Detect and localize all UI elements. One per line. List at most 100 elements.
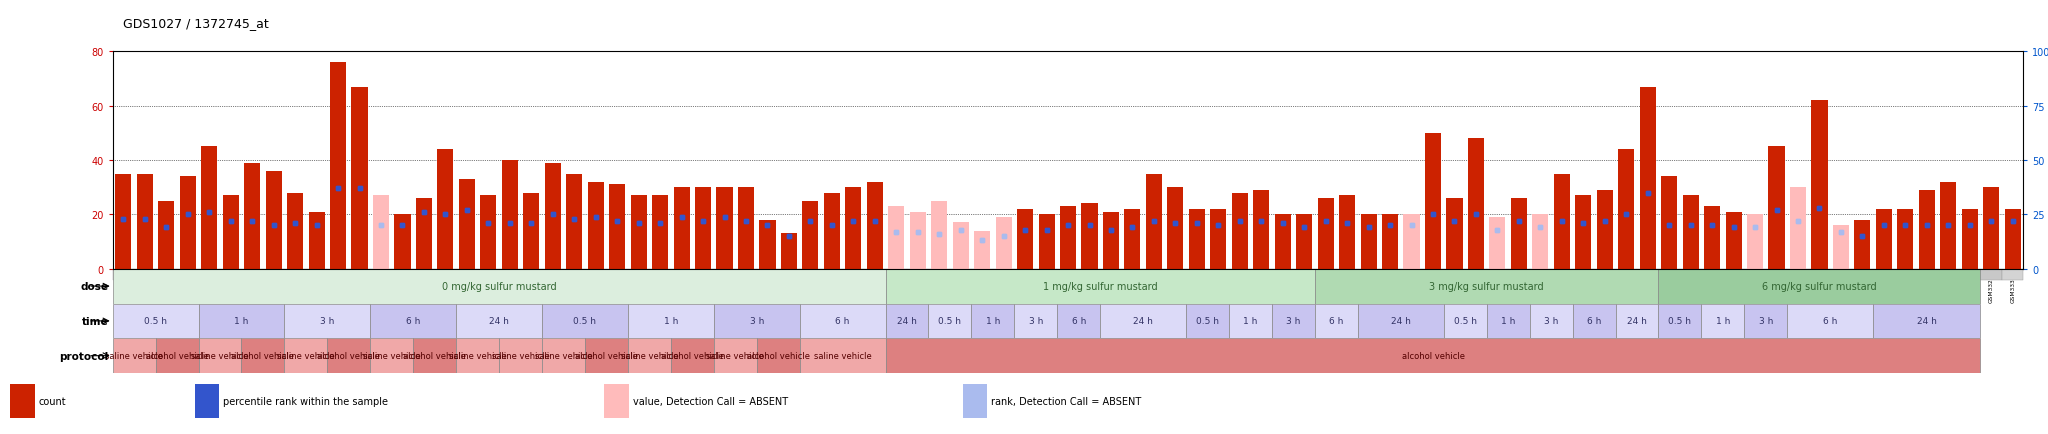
- Text: 6 h: 6 h: [1587, 317, 1602, 326]
- Bar: [543, 339, 586, 373]
- Text: 3 mg/kg sulfur mustard: 3 mg/kg sulfur mustard: [1430, 282, 1544, 291]
- Text: 0.5 h: 0.5 h: [1196, 317, 1219, 326]
- Text: 0.5 h: 0.5 h: [143, 317, 168, 326]
- Bar: [907, 269, 928, 280]
- Bar: [348, 269, 371, 280]
- Bar: [1421, 269, 1444, 280]
- Bar: [995, 217, 1012, 269]
- Bar: [459, 180, 475, 269]
- Text: 3 h: 3 h: [319, 317, 334, 326]
- Bar: [866, 182, 883, 269]
- Bar: [1208, 269, 1229, 280]
- Bar: [1317, 198, 1333, 269]
- Text: saline vehicle: saline vehicle: [449, 352, 506, 360]
- Bar: [414, 269, 434, 280]
- Bar: [1980, 269, 2003, 280]
- Bar: [674, 187, 690, 269]
- Bar: [694, 187, 711, 269]
- Bar: [1401, 269, 1421, 280]
- Bar: [971, 269, 993, 280]
- Bar: [864, 269, 885, 280]
- Bar: [416, 198, 432, 269]
- Bar: [543, 304, 629, 339]
- Bar: [1100, 304, 1186, 339]
- Bar: [1253, 191, 1270, 269]
- Bar: [1360, 215, 1376, 269]
- Bar: [1722, 269, 1745, 280]
- Bar: [287, 193, 303, 269]
- Text: 24 h: 24 h: [1917, 317, 1937, 326]
- Bar: [520, 269, 543, 280]
- Bar: [1468, 139, 1485, 269]
- Bar: [1726, 212, 1741, 269]
- Bar: [545, 163, 561, 269]
- Bar: [756, 339, 799, 373]
- Bar: [1315, 269, 1659, 304]
- Bar: [778, 269, 799, 280]
- Bar: [1896, 209, 1913, 269]
- Bar: [1788, 269, 1808, 280]
- Bar: [1939, 182, 1956, 269]
- Text: 1 h: 1 h: [233, 317, 248, 326]
- Bar: [846, 187, 862, 269]
- Bar: [1380, 269, 1401, 280]
- Bar: [1874, 269, 1894, 280]
- Bar: [563, 269, 586, 280]
- Bar: [1937, 269, 1960, 280]
- Bar: [330, 63, 346, 269]
- Bar: [909, 212, 926, 269]
- Bar: [932, 201, 948, 269]
- Bar: [113, 269, 133, 280]
- Bar: [1511, 198, 1528, 269]
- Bar: [1231, 193, 1247, 269]
- Bar: [395, 215, 410, 269]
- Bar: [1919, 191, 1935, 269]
- Bar: [651, 196, 668, 269]
- Bar: [1593, 269, 1616, 280]
- Bar: [199, 339, 242, 373]
- Bar: [1894, 269, 1917, 280]
- Bar: [115, 174, 131, 269]
- Text: 6 h: 6 h: [836, 317, 850, 326]
- Text: 1 h: 1 h: [664, 317, 678, 326]
- Bar: [586, 269, 606, 280]
- Bar: [995, 217, 1012, 269]
- Bar: [1507, 269, 1530, 280]
- Bar: [1274, 215, 1290, 269]
- Text: 6 h: 6 h: [1329, 317, 1343, 326]
- Bar: [1358, 304, 1444, 339]
- Text: 24 h: 24 h: [489, 317, 510, 326]
- Text: alcohol vehicle: alcohol vehicle: [1401, 352, 1464, 360]
- Bar: [717, 187, 733, 269]
- Bar: [799, 269, 821, 280]
- Bar: [373, 196, 389, 269]
- Bar: [928, 304, 971, 339]
- Bar: [1425, 134, 1442, 269]
- Bar: [328, 269, 348, 280]
- Bar: [1358, 269, 1380, 280]
- Bar: [1464, 269, 1487, 280]
- Bar: [285, 269, 305, 280]
- Text: 1 mg/kg sulfur mustard: 1 mg/kg sulfur mustard: [1042, 282, 1157, 291]
- Bar: [242, 269, 262, 280]
- Bar: [1167, 187, 1184, 269]
- Text: 0.5 h: 0.5 h: [1454, 317, 1477, 326]
- Bar: [1186, 269, 1208, 280]
- Bar: [309, 212, 326, 269]
- Bar: [1833, 226, 1849, 269]
- Bar: [631, 196, 647, 269]
- Bar: [629, 339, 672, 373]
- Bar: [219, 269, 242, 280]
- Bar: [1296, 215, 1313, 269]
- Bar: [242, 339, 285, 373]
- Bar: [1661, 177, 1677, 269]
- Bar: [262, 269, 285, 280]
- Bar: [543, 269, 563, 280]
- Bar: [1530, 269, 1550, 280]
- Bar: [1726, 212, 1741, 269]
- Text: 6 h: 6 h: [1823, 317, 1837, 326]
- Bar: [1403, 215, 1419, 269]
- Bar: [2005, 209, 2021, 269]
- Bar: [522, 193, 539, 269]
- Bar: [1810, 101, 1827, 269]
